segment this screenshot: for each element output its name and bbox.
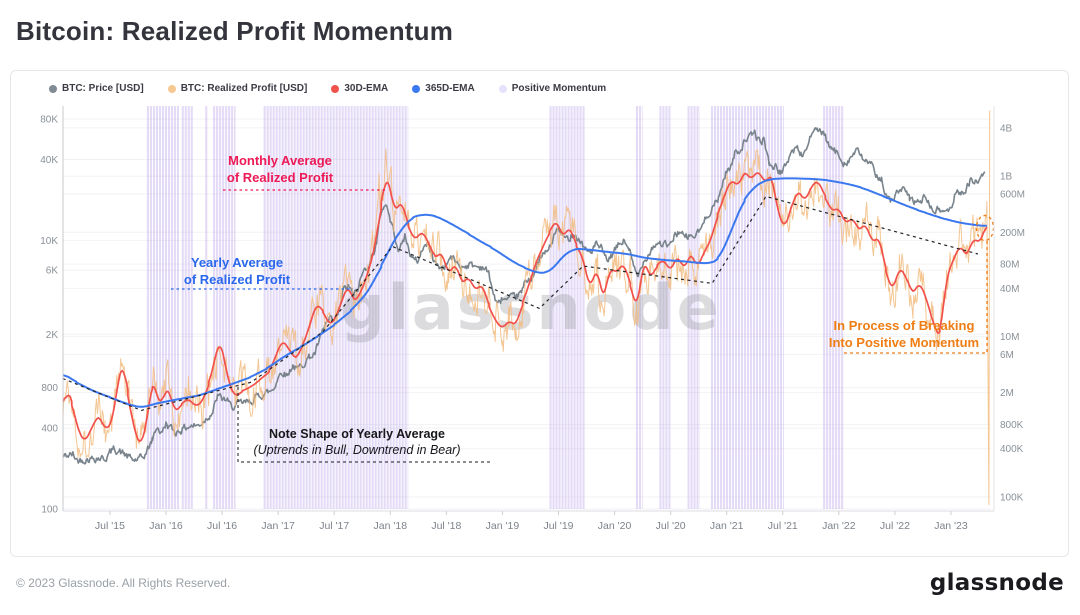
chart-card: BTC: Price [USD] BTC: Realized Profit [U…	[10, 70, 1069, 557]
annotation-note-shape: Note Shape of Yearly Average (Uptrends i…	[240, 426, 474, 458]
positive-momentum-bands	[146, 106, 844, 509]
legend-label: BTC: Realized Profit [USD]	[180, 83, 308, 94]
y-right-tick-label: 2M	[1000, 388, 1014, 399]
legend-dot-lavender-icon	[498, 84, 507, 93]
annotation-text: In Process of Breaking	[833, 318, 975, 333]
y-right-tick-label: 4B	[1000, 123, 1013, 134]
legend-label: BTC: Price [USD]	[62, 83, 144, 94]
x-tick-label: Jul '15	[95, 520, 125, 532]
annotation-text: (Uptrends in Bull, Downtrend in Bear)	[253, 443, 461, 457]
x-tick-label: Jan '17	[261, 520, 295, 532]
legend-item-realized-profit[interactable]: BTC: Realized Profit [USD]	[167, 83, 308, 94]
ema30-line	[63, 172, 988, 442]
legend-dot-blue-icon	[412, 84, 421, 93]
x-tick-label: Jul '20	[656, 520, 686, 532]
legend-dot-gray-icon	[49, 84, 57, 93]
legend-item-365d-ema[interactable]: 365D-EMA	[412, 83, 475, 94]
x-tick-label: Jan '20	[598, 520, 632, 532]
y-left-tick-label: 10K	[40, 236, 58, 247]
chart-legend: BTC: Price [USD] BTC: Realized Profit [U…	[49, 83, 606, 94]
y-right-tick-label: 600M	[1000, 189, 1025, 200]
legend-item-btc-price[interactable]: BTC: Price [USD]	[49, 83, 144, 94]
y-right-tick-label: 10M	[1000, 332, 1019, 343]
x-tick-label: Jul '19	[543, 520, 573, 532]
copyright-text: © 2023 Glassnode. All Rights Reserved.	[16, 576, 231, 590]
x-tick-label: Jul '18	[431, 520, 461, 532]
page-title: Bitcoin: Realized Profit Momentum	[16, 16, 454, 46]
x-tick-label: Jul '17	[319, 520, 349, 532]
y-right-tick-label: 6M	[1000, 350, 1014, 361]
x-tick-label: Jul '21	[768, 520, 798, 532]
legend-label: 30D-EMA	[344, 83, 389, 94]
y-right-tick-label: 400K	[1000, 444, 1024, 455]
price-momentum-chart[interactable]: glassnode80K40K10K6K2K8004001004B1B600M2…	[11, 71, 1070, 557]
y-left-tick-label: 6K	[46, 266, 59, 277]
series-lines	[63, 110, 991, 506]
x-tick-label: Jul '22	[880, 520, 910, 532]
legend-label: 365D-EMA	[425, 83, 475, 94]
realized-profit-line	[63, 110, 991, 506]
annotation-text: Into Positive Momentum	[828, 335, 980, 350]
y-right-tick-label: 200M	[1000, 228, 1025, 239]
axis-labels: 80K 40K 10K 6K 2K 800 400 100 4B 1B 600M 200M 80M 40M…	[40, 115, 1025, 532]
annotation-text: of Realized Profit	[226, 170, 334, 185]
y-left-tick-label: 40K	[40, 155, 58, 166]
ema365-line	[63, 177, 987, 408]
legend-item-30d-ema[interactable]: 30D-EMA	[331, 83, 388, 94]
yearly-shape-dashed-line	[63, 195, 979, 412]
annotation-breaking-momentum: In Process of Breaking Into Positive Mom…	[818, 317, 990, 351]
x-tick-label: Jan '19	[486, 520, 520, 532]
y-left-tick-label: 100	[41, 505, 58, 516]
x-tick-label: Jan '18	[374, 520, 408, 532]
x-tick-label: Jan '22	[822, 520, 856, 532]
note-shape-callout-line	[237, 387, 493, 463]
annotation-text: Monthly Average	[228, 153, 332, 168]
y-right-tick-label: 80M	[1000, 260, 1019, 271]
gridlines	[63, 118, 991, 510]
y-left-tick-label: 80K	[40, 115, 58, 126]
legend-dot-red-icon	[331, 84, 340, 93]
y-right-tick-label: 1B	[1000, 172, 1013, 183]
breaking-callout-line	[844, 241, 988, 354]
annotation-text: of Realized Profit	[183, 272, 291, 287]
y-left-tick-label: 800	[41, 383, 58, 394]
y-right-tick-label: 800K	[1000, 420, 1024, 431]
annotation-yearly-average: Yearly Average of Realized Profit	[135, 254, 339, 288]
legend-item-positive-momentum[interactable]: Positive Momentum	[498, 83, 607, 94]
x-tick-label: Jul '16	[207, 520, 237, 532]
y-left-tick-label: 400	[41, 424, 58, 435]
annotation-text: Yearly Average	[190, 255, 284, 270]
axes	[62, 106, 995, 515]
glassnode-logo: glassnode	[929, 570, 1064, 596]
y-right-tick-label: 40M	[1000, 284, 1019, 295]
legend-label: Positive Momentum	[511, 83, 607, 94]
annotation-text: Note Shape of Yearly Average	[268, 427, 445, 441]
x-tick-label: Jan '23	[934, 520, 968, 532]
y-left-tick-label: 2K	[46, 330, 59, 341]
btc-price-line	[63, 127, 986, 465]
x-tick-label: Jan '21	[710, 520, 744, 532]
annotation-monthly-average: Monthly Average of Realized Profit	[178, 152, 382, 186]
legend-dot-orange-icon	[167, 84, 176, 93]
y-right-tick-label: 100K	[1000, 493, 1024, 504]
x-tick-label: Jan '16	[149, 520, 183, 532]
